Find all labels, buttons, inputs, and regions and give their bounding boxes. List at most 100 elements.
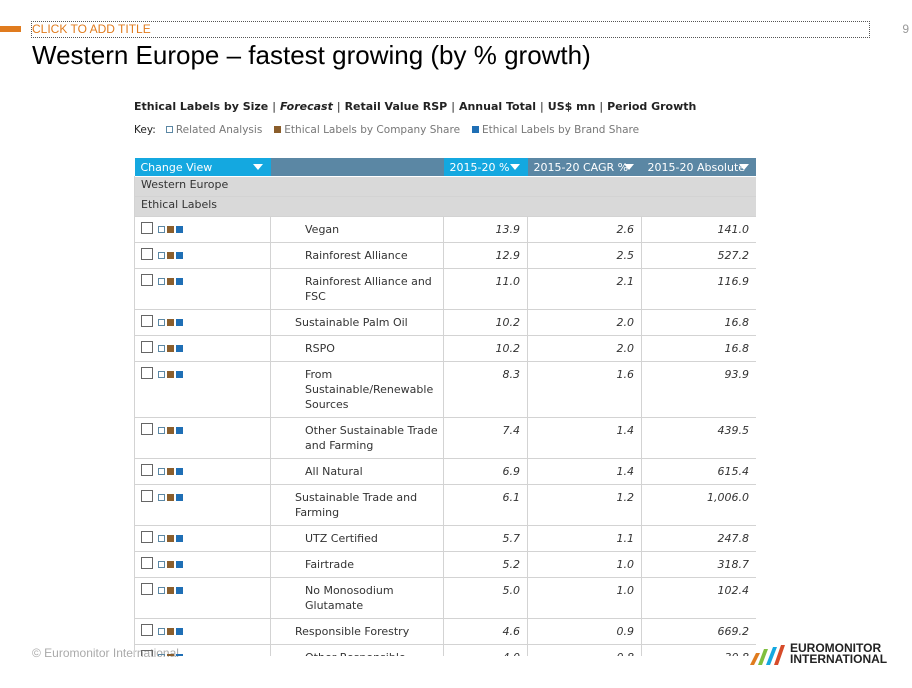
row-icon[interactable] bbox=[176, 427, 183, 434]
row-icon[interactable] bbox=[176, 468, 183, 475]
separator: | bbox=[540, 100, 544, 113]
row-value: 0.8 bbox=[527, 644, 642, 656]
checkbox[interactable] bbox=[141, 341, 153, 353]
row-icon[interactable] bbox=[167, 628, 174, 635]
row-icon[interactable] bbox=[176, 494, 183, 501]
row-icon[interactable] bbox=[167, 427, 174, 434]
checkbox[interactable] bbox=[141, 531, 153, 543]
key-item[interactable]: Related Analysis bbox=[165, 124, 263, 136]
row-icon[interactable] bbox=[176, 587, 183, 594]
row-value: 141.0 bbox=[641, 216, 756, 243]
row-icon[interactable] bbox=[158, 628, 165, 635]
row-name: No Monosodium Glutamate bbox=[270, 577, 444, 619]
row-icon[interactable] bbox=[158, 345, 165, 352]
row-name: All Natural bbox=[270, 458, 444, 485]
row-icon[interactable] bbox=[167, 252, 174, 259]
row-icon[interactable] bbox=[167, 654, 174, 656]
key-text: Related Analysis bbox=[175, 124, 263, 136]
row-icon[interactable] bbox=[176, 535, 183, 542]
row-value: 1.6 bbox=[527, 361, 642, 418]
column-header[interactable]: 2015-20 CAGR % bbox=[527, 158, 642, 177]
group-row: Western Europe bbox=[134, 176, 756, 197]
row-name: Fairtrade bbox=[270, 551, 444, 578]
key-item[interactable]: Ethical Labels by Brand Share bbox=[472, 124, 639, 136]
row-icon[interactable] bbox=[167, 587, 174, 594]
checkbox[interactable] bbox=[141, 274, 153, 286]
checkbox[interactable] bbox=[141, 222, 153, 234]
key-text: Ethical Labels by Company Share bbox=[284, 124, 461, 136]
key-icon bbox=[274, 126, 282, 133]
row-icon[interactable] bbox=[158, 494, 165, 501]
key-item[interactable]: Ethical Labels by Company Share bbox=[274, 124, 460, 136]
checkbox[interactable] bbox=[141, 624, 153, 636]
row-controls bbox=[134, 618, 271, 645]
row-value: 1.1 bbox=[527, 525, 642, 552]
dropdown-arrow bbox=[623, 164, 634, 170]
row-icon[interactable] bbox=[158, 427, 165, 434]
row-icon[interactable] bbox=[176, 345, 183, 352]
row-value: 0.9 bbox=[527, 618, 642, 645]
column-header[interactable]: 2015-20 % bbox=[443, 158, 528, 177]
checkbox[interactable] bbox=[141, 583, 153, 595]
checkbox[interactable] bbox=[141, 557, 153, 569]
column-header[interactable]: 2015-20 Absolute bbox=[641, 158, 756, 177]
row-icon[interactable] bbox=[167, 535, 174, 542]
checkbox[interactable] bbox=[141, 248, 153, 260]
row-icon[interactable] bbox=[167, 278, 174, 285]
row-icon[interactable] bbox=[158, 468, 165, 475]
row-value: 527.2 bbox=[641, 242, 756, 269]
header-part: Ethical Labels by Size bbox=[134, 100, 269, 113]
checkbox[interactable] bbox=[141, 490, 153, 502]
row-icon[interactable] bbox=[158, 561, 165, 568]
row-value: 439.5 bbox=[641, 417, 756, 459]
row-icon[interactable] bbox=[176, 319, 183, 326]
row-icon[interactable] bbox=[158, 319, 165, 326]
row-controls bbox=[134, 417, 271, 459]
checkbox[interactable] bbox=[141, 464, 153, 476]
row-value: 7.4 bbox=[443, 417, 528, 459]
title-placeholder[interactable]: CLICK TO ADD TITLE bbox=[31, 21, 870, 38]
row-icon[interactable] bbox=[158, 226, 165, 233]
header-part: Forecast bbox=[279, 100, 333, 113]
checkbox[interactable] bbox=[141, 315, 153, 327]
data-row: Other Sustainable Trade and Farming 7.4 1.… bbox=[134, 417, 756, 459]
column-title: Change View bbox=[140, 160, 213, 174]
row-icon[interactable] bbox=[176, 252, 183, 259]
row-value: 4.0 bbox=[443, 644, 528, 656]
row-icon[interactable] bbox=[167, 345, 174, 352]
row-icon[interactable] bbox=[158, 654, 165, 656]
column-header[interactable]: Change View bbox=[134, 158, 271, 177]
row-icon[interactable] bbox=[167, 468, 174, 475]
checkbox[interactable] bbox=[141, 650, 153, 656]
row-icon[interactable] bbox=[167, 561, 174, 568]
row-icon[interactable] bbox=[176, 561, 183, 568]
row-icon[interactable] bbox=[167, 226, 174, 233]
row-icon[interactable] bbox=[167, 494, 174, 501]
row-icon[interactable] bbox=[167, 319, 174, 326]
group-row: Ethical Labels bbox=[134, 196, 756, 217]
key-icon bbox=[472, 126, 480, 133]
row-icon[interactable] bbox=[176, 628, 183, 635]
row-icon[interactable] bbox=[158, 252, 165, 259]
report-info: Ethical Labels by Size | Forecast | Retail V… bbox=[134, 100, 696, 136]
row-value: 16.8 bbox=[641, 309, 756, 336]
checkbox[interactable] bbox=[141, 367, 153, 379]
dropdown-arrow bbox=[509, 164, 520, 170]
row-value: 5.0 bbox=[443, 577, 528, 619]
row-name: UTZ Certified bbox=[270, 525, 444, 552]
row-icon[interactable] bbox=[158, 278, 165, 285]
row-icon[interactable] bbox=[158, 535, 165, 542]
data-row: From Sustainable/Renewable Sources 8.3 1.6… bbox=[134, 361, 756, 418]
row-icon[interactable] bbox=[176, 654, 183, 656]
row-value: 6.1 bbox=[443, 484, 528, 526]
row-icon[interactable] bbox=[176, 226, 183, 233]
row-icon[interactable] bbox=[158, 587, 165, 594]
group-label: Ethical Labels bbox=[134, 196, 756, 217]
row-value: 13.9 bbox=[443, 216, 528, 243]
row-icon[interactable] bbox=[176, 278, 183, 285]
row-icon[interactable] bbox=[158, 371, 165, 378]
data-row: Sustainable Trade and Farming 6.1 1.2 1,006… bbox=[134, 484, 756, 526]
row-icon[interactable] bbox=[176, 371, 183, 378]
row-icon[interactable] bbox=[167, 371, 174, 378]
checkbox[interactable] bbox=[141, 423, 153, 435]
